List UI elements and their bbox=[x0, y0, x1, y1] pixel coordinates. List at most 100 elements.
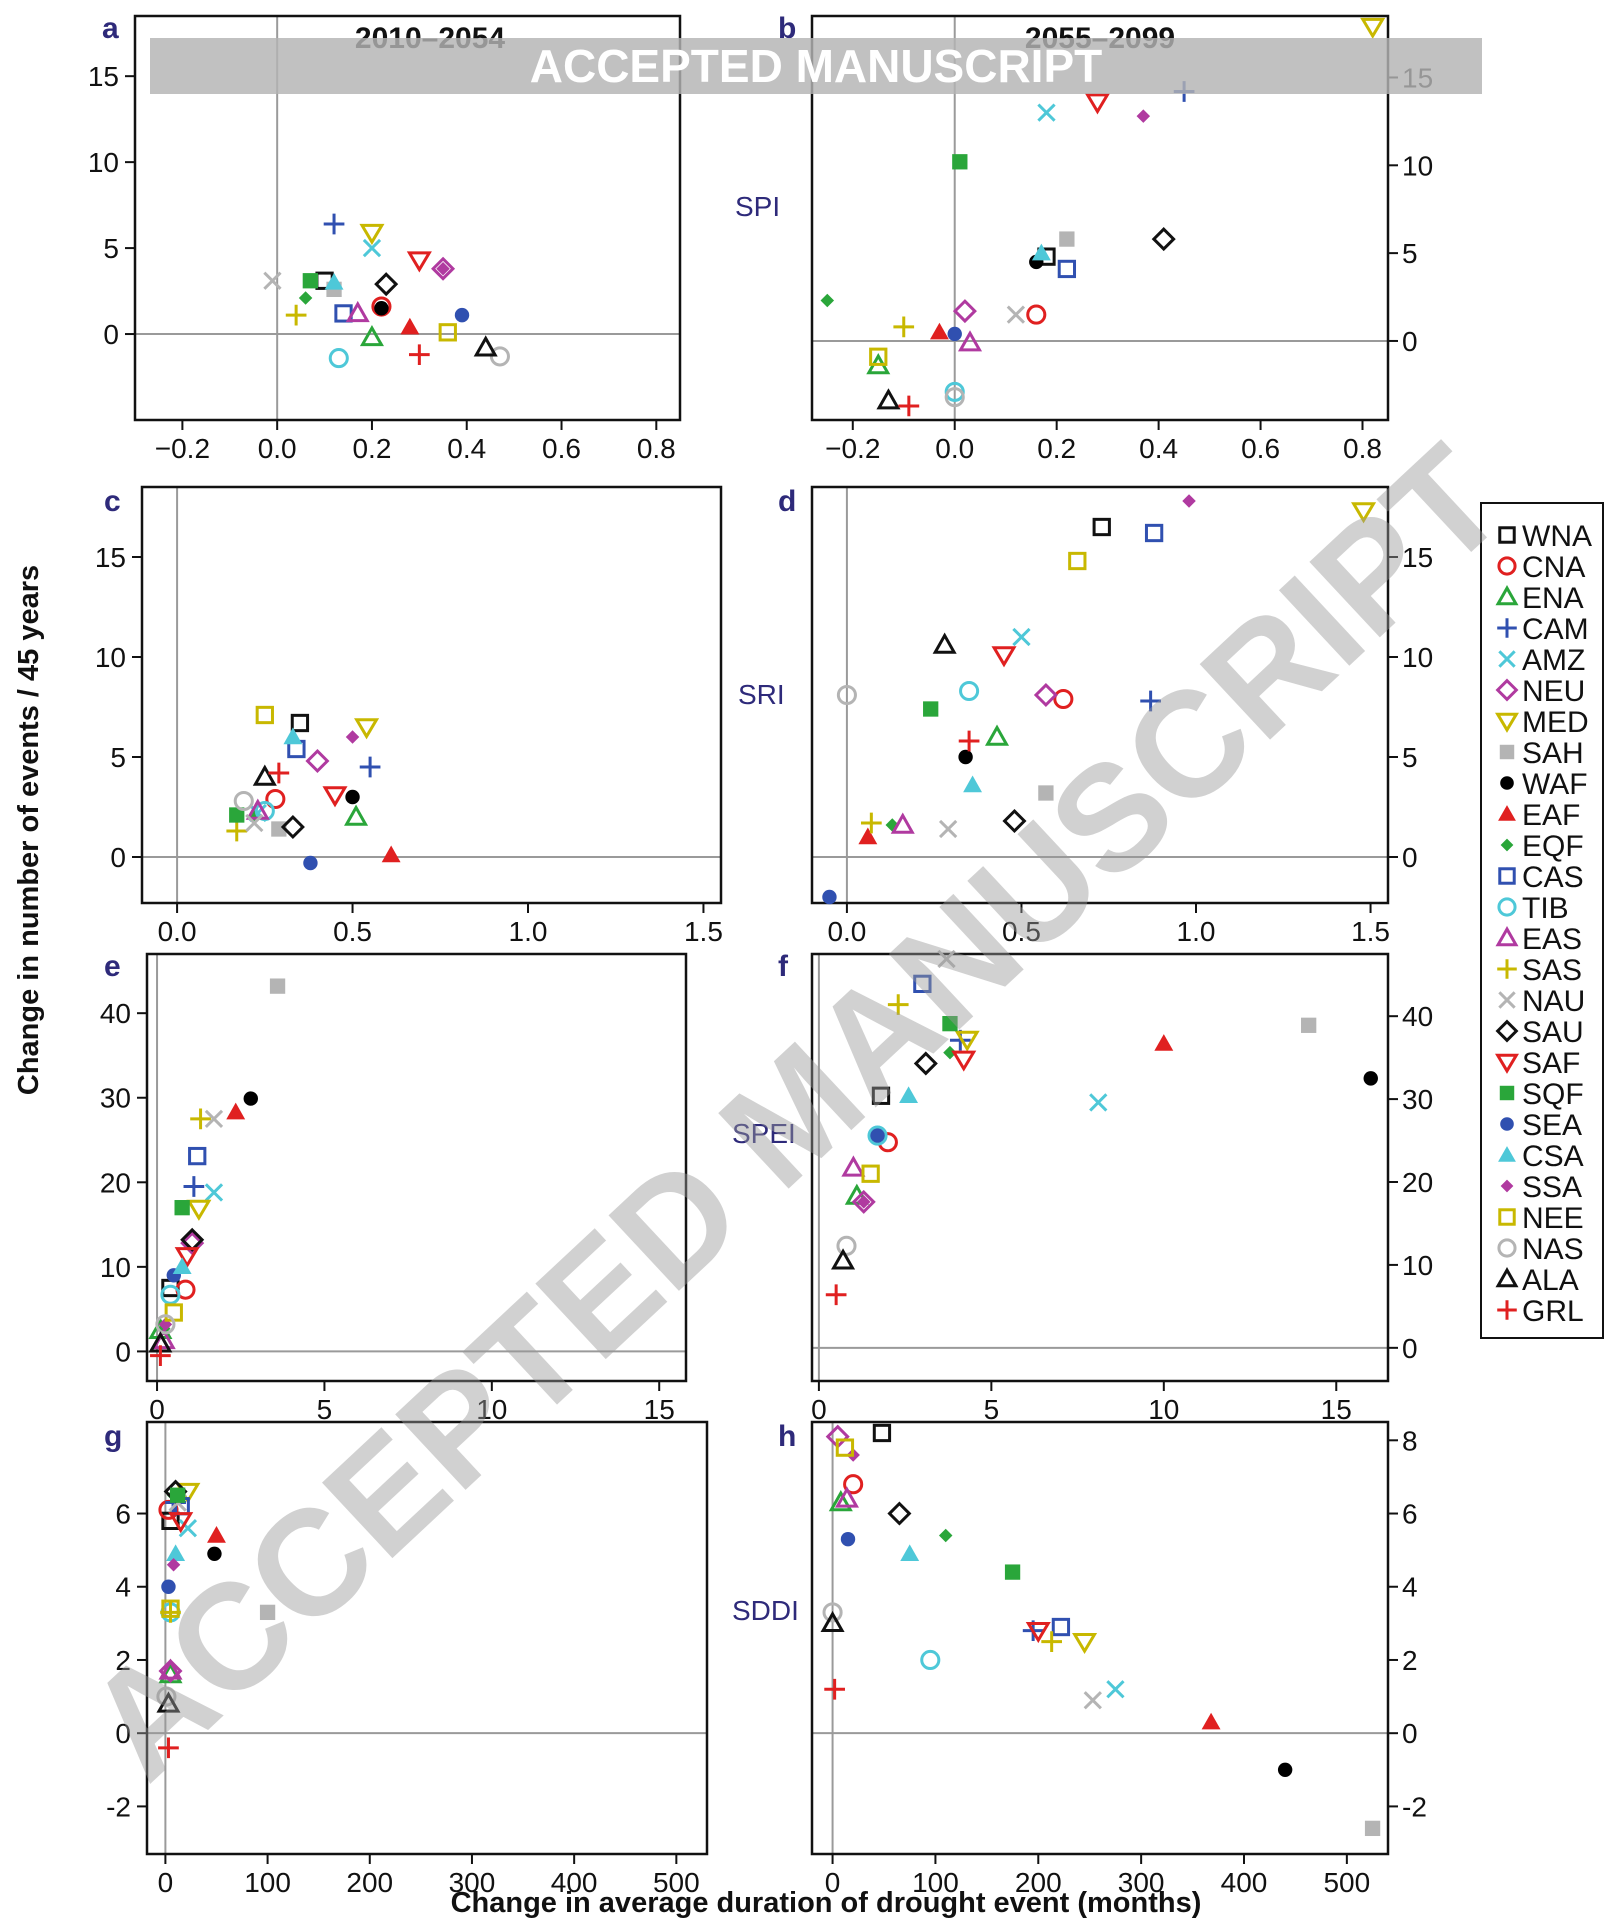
y-tick-label: 20 bbox=[1402, 1167, 1433, 1198]
legend-marker-nas bbox=[1497, 1238, 1517, 1258]
point-sau bbox=[887, 1501, 912, 1526]
point-sea bbox=[947, 326, 962, 342]
point-saf bbox=[951, 1050, 977, 1072]
point-amz bbox=[1037, 103, 1056, 122]
point-ssa bbox=[1182, 494, 1196, 508]
y-tick-label: 30 bbox=[100, 1083, 131, 1114]
point-waf bbox=[207, 1546, 222, 1561]
legend-label: AMZ bbox=[1522, 644, 1585, 677]
point-sah bbox=[259, 1604, 276, 1621]
point-sqf bbox=[174, 1200, 190, 1216]
y-tick-label: 40 bbox=[100, 998, 131, 1029]
y-tick-label: 0 bbox=[115, 1718, 131, 1749]
point-ena bbox=[828, 1490, 853, 1512]
point-sau bbox=[1002, 808, 1027, 834]
legend-entry: EQF bbox=[1500, 830, 1584, 863]
y-tick-label: 5 bbox=[1402, 238, 1418, 269]
panel-b: −0.20.00.20.40.60.8051015b bbox=[778, 12, 1433, 464]
plot-frame bbox=[810, 485, 1390, 905]
y-tick-label: 6 bbox=[1402, 1499, 1418, 1530]
point-sah bbox=[271, 821, 287, 837]
legend-entry: SAF bbox=[1495, 1047, 1580, 1080]
point-amz bbox=[362, 238, 382, 258]
legend-marker-saf bbox=[1495, 1053, 1519, 1074]
point-nau bbox=[937, 949, 956, 969]
legend-entry: NEE bbox=[1498, 1202, 1584, 1235]
legend-label: NAU bbox=[1522, 985, 1585, 1018]
plot-frame bbox=[140, 485, 723, 905]
y-tick-label: 10 bbox=[1402, 642, 1433, 673]
y-tick-label: 0 bbox=[1402, 326, 1418, 357]
point-wna bbox=[872, 1423, 892, 1443]
x-tick-label: −0.2 bbox=[825, 433, 880, 464]
point-sas bbox=[1041, 1631, 1063, 1653]
point-sqf bbox=[952, 154, 968, 170]
y-tick-label: 15 bbox=[1402, 542, 1433, 573]
point-neu bbox=[851, 1189, 876, 1214]
point-amz bbox=[1012, 627, 1031, 647]
point-eas bbox=[345, 300, 370, 323]
plot-frame bbox=[145, 952, 688, 1383]
index-label-sri: SRI bbox=[738, 679, 785, 710]
legend-entry: SAS bbox=[1497, 954, 1582, 987]
panel-f: 0 5 10 15 0 10 20 30 40 f bbox=[778, 949, 1433, 1425]
legend-marker-waf bbox=[1500, 776, 1514, 790]
panel-h: 0 100 200 300 400 500 -2 0 2 4 6 8 h bbox=[778, 1420, 1427, 1898]
point-eas bbox=[841, 1155, 866, 1177]
point-ala bbox=[831, 1248, 856, 1270]
point-nas bbox=[822, 1602, 843, 1623]
point-csa bbox=[963, 775, 983, 793]
point-grl bbox=[408, 344, 430, 366]
y-tick-label: 4 bbox=[1402, 1572, 1418, 1603]
x-tick-label: 0.6 bbox=[1241, 433, 1280, 464]
panel-letter-d: d bbox=[778, 485, 796, 518]
x-tick-label: 0.4 bbox=[447, 433, 486, 464]
point-tib bbox=[920, 1649, 941, 1671]
point-csa bbox=[324, 273, 344, 290]
point-neu bbox=[305, 748, 330, 774]
point-ala bbox=[473, 335, 498, 357]
index-label-spei: SPEI bbox=[732, 1118, 796, 1149]
x-tick-label: 0.0 bbox=[258, 433, 297, 464]
x-tick-label: 0.6 bbox=[542, 433, 581, 464]
accepted-manuscript-banner bbox=[150, 38, 1482, 94]
point-sea bbox=[454, 307, 470, 323]
y-tick-label: 5 bbox=[110, 742, 126, 773]
point-med bbox=[359, 223, 385, 245]
point-wna bbox=[871, 1086, 891, 1105]
y-tick-label: 10 bbox=[1402, 150, 1433, 181]
x-tick-label: 0 bbox=[149, 1394, 165, 1425]
point-cas bbox=[1144, 523, 1164, 543]
point-sas bbox=[226, 820, 248, 842]
legend-entry: NAU bbox=[1498, 985, 1585, 1018]
panel-letter-a: a bbox=[102, 12, 119, 45]
x-tick-label: 0.2 bbox=[1037, 433, 1076, 464]
point-csa bbox=[283, 727, 303, 745]
point-neu bbox=[1033, 682, 1058, 708]
index-label-sddi: SDDI bbox=[732, 1595, 799, 1626]
point-nau bbox=[938, 819, 958, 839]
point-eas bbox=[158, 1658, 183, 1680]
legend-label: NEU bbox=[1522, 675, 1585, 708]
point-csa bbox=[172, 1257, 192, 1275]
y-tick-label: 0 bbox=[103, 319, 119, 350]
legend-marker-nee bbox=[1498, 1208, 1516, 1226]
panel-d: 0.0 0.5 1.0 1.5 0 5 10 15 d bbox=[778, 485, 1433, 947]
point-cam bbox=[183, 1176, 205, 1197]
point-sau bbox=[374, 272, 399, 297]
legend-entry: CAM bbox=[1497, 613, 1589, 646]
point-med bbox=[1351, 502, 1377, 524]
legend-marker-sau bbox=[1495, 1019, 1519, 1043]
point-sqf bbox=[170, 1487, 186, 1503]
legend-marker-amz bbox=[1498, 650, 1516, 668]
point-amz bbox=[1106, 1680, 1125, 1699]
point-sah bbox=[269, 978, 286, 994]
x-tick-label: 1.5 bbox=[684, 916, 723, 947]
point-wna bbox=[1092, 517, 1111, 537]
point-cna bbox=[265, 788, 286, 810]
point-ssa bbox=[166, 1558, 181, 1572]
x-tick-label: 500 bbox=[653, 1867, 700, 1898]
point-sau bbox=[280, 814, 305, 840]
x-tick-label: 400 bbox=[551, 1867, 598, 1898]
point-sas bbox=[887, 994, 909, 1015]
